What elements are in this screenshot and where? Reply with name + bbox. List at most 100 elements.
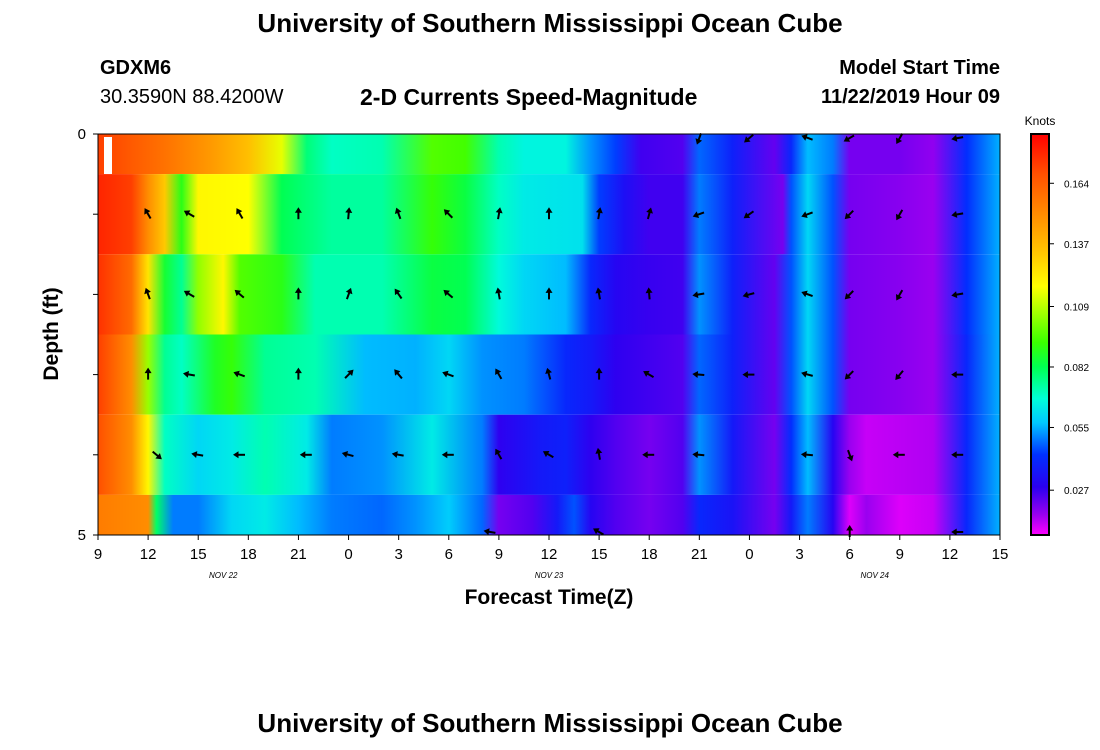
current-arrow [896, 133, 904, 145]
colorbar-tick-label: 0.027 [1064, 486, 1089, 497]
current-arrow [646, 207, 653, 220]
current-arrow [695, 132, 703, 145]
current-arrow [744, 134, 754, 143]
current-arrow [643, 370, 655, 378]
x-tick-label: 18 [641, 546, 658, 563]
current-arrow [542, 451, 554, 459]
current-arrow [896, 289, 904, 301]
x-tick-label: 12 [541, 546, 558, 563]
current-arrow [442, 370, 454, 378]
current-arrow [234, 289, 245, 299]
current-arrow [294, 367, 302, 380]
x-tick-label: 15 [591, 546, 608, 563]
y-axis-label: Depth (ft) [40, 287, 63, 380]
x-tick-label: 3 [394, 546, 402, 563]
current-arrow [443, 289, 454, 299]
x-tick-label: 15 [190, 546, 207, 563]
current-arrow [896, 209, 904, 221]
colorbar-tick-label: 0.109 [1064, 302, 1089, 313]
current-arrow [844, 209, 854, 220]
current-arrow [692, 370, 705, 378]
colorbar-tick-label: 0.082 [1064, 363, 1089, 374]
y-tick-label: 0 [78, 126, 86, 143]
colorbar-unit: Knots [1025, 114, 1056, 128]
current-arrow [236, 208, 244, 220]
current-arrow [801, 290, 813, 298]
footer-title: University of Southern Mississippi Ocean… [257, 708, 843, 738]
current-arrow [846, 449, 854, 462]
current-arrow [951, 451, 964, 459]
current-arrow [144, 287, 151, 300]
current-arrow [394, 288, 403, 300]
current-arrow [742, 291, 755, 299]
current-arrow [183, 210, 195, 218]
colorbar: Knots 0.164 0.137 0.109 0.082 0.055 0.027 [1025, 114, 1089, 536]
current-arrow [800, 451, 813, 459]
current-arrow [191, 451, 204, 458]
y-axis: 05 [78, 126, 98, 544]
current-arrow [183, 370, 195, 378]
current-arrow [495, 448, 503, 460]
current-arrow [595, 367, 603, 380]
current-arrow [595, 287, 603, 300]
current-arrow [441, 451, 454, 459]
current-arrow [892, 451, 905, 459]
current-arrow [495, 207, 503, 220]
current-arrow [742, 371, 755, 379]
chart-title: 2-D Currents Speed-Magnitude [360, 84, 698, 110]
x-tick-label: 15 [992, 546, 1009, 563]
colorbar-scale [1030, 133, 1050, 536]
current-arrow [692, 451, 705, 459]
current-time-marker [104, 137, 112, 174]
current-arrow [692, 211, 705, 219]
current-arrow [642, 451, 655, 459]
current-arrow [951, 134, 964, 142]
x-tick-label: 9 [94, 546, 102, 563]
current-arrow [645, 287, 653, 300]
current-arrow [692, 291, 705, 299]
current-arrow [545, 367, 552, 380]
current-arrow [801, 211, 813, 219]
current-arrow [743, 210, 755, 219]
current-arrow [345, 287, 353, 300]
current-arrow [394, 369, 403, 380]
station-coordinates: 30.3590N 88.4200W [100, 86, 284, 108]
heatmap-layers [98, 134, 1000, 535]
date-label: NOV 22 [209, 571, 238, 580]
model-start-value: 11/22/2019 Hour 09 [820, 86, 1000, 108]
current-arrow [294, 207, 302, 220]
current-arrow [152, 450, 162, 460]
current-arrow [299, 451, 312, 459]
current-arrow [443, 209, 454, 219]
current-vectors [144, 132, 964, 537]
colorbar-tick-label: 0.137 [1064, 240, 1089, 251]
current-arrow [344, 369, 354, 379]
current-arrow [593, 528, 604, 536]
current-arrow [495, 287, 503, 300]
depth-layer [98, 134, 1000, 175]
x-tick-label: 21 [290, 546, 307, 563]
current-arrow [951, 371, 964, 379]
current-arrow [233, 451, 245, 459]
x-tick-label: 0 [344, 546, 352, 563]
current-arrow [233, 370, 246, 378]
x-axis-label: Forecast Time(Z) [465, 586, 634, 609]
current-arrow [144, 208, 152, 220]
x-tick-label: 21 [691, 546, 708, 563]
current-arrow [545, 207, 553, 220]
station-id: GDXM6 [100, 57, 172, 79]
x-tick-label: 0 [745, 546, 753, 563]
current-arrow [844, 370, 854, 380]
current-arrow [144, 367, 152, 380]
current-arrow [595, 447, 603, 460]
y-tick-label: 5 [78, 527, 86, 544]
x-tick-label: 6 [445, 546, 453, 563]
current-arrow [394, 207, 402, 220]
colorbar-tick-label: 0.164 [1064, 179, 1089, 190]
page-title: University of Southern Mississippi Ocean… [257, 8, 843, 38]
x-tick-label: 6 [845, 546, 853, 563]
colorbar-tick-label: 0.055 [1064, 423, 1089, 434]
x-tick-label: 9 [495, 546, 503, 563]
